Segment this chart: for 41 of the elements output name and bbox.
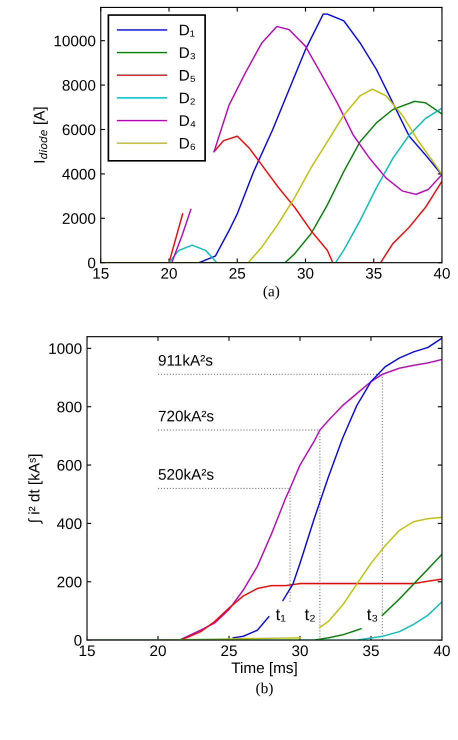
legend-label: D₄ [180, 115, 196, 128]
y-tick-label: 0 [88, 258, 96, 268]
x-tick-label: 25 [230, 268, 246, 279]
y-tick-label: 2000 [62, 213, 96, 224]
legend-label: D₂ [180, 92, 195, 105]
y-axis-title: ∫ i² dt [kAˢ] [28, 454, 43, 524]
y-tick-label: 10000 [54, 36, 96, 46]
annotation: 720kA²s [158, 410, 214, 422]
annotation: t₃ [367, 609, 378, 622]
x-tick-label: 35 [363, 645, 379, 656]
text: (b) [256, 682, 273, 696]
x-tick-label: 20 [161, 268, 177, 279]
y-tick-label: 8000 [62, 80, 96, 91]
legend-label: D₆ [180, 138, 196, 150]
annotation: t₂ [304, 609, 315, 622]
legend-label: D₃ [180, 47, 196, 60]
text: (a) [264, 286, 280, 300]
x-tick-label: 15 [80, 646, 95, 656]
x-axis-title: Time [ms] [232, 662, 297, 676]
y-tick-label: 400 [57, 518, 82, 530]
y-axis-title: I$_{diode}$ [A] [34, 107, 48, 162]
legend-label: D₅ [180, 70, 196, 82]
y-tick-label: 800 [57, 402, 82, 412]
x-tick-label: 25 [221, 645, 237, 656]
y-tick-label: 200 [57, 576, 82, 588]
x-tick-label: 15 [93, 268, 109, 279]
y-tick-label: 6000 [62, 124, 96, 136]
y-tick-label: 600 [57, 460, 82, 471]
x-tick-label: 40 [434, 645, 450, 656]
annotation: 520kA²s [158, 468, 214, 480]
x-tick-label: 40 [434, 268, 450, 279]
annotation: 911kA²s [158, 354, 212, 366]
x-tick-label: 20 [150, 645, 166, 656]
x-tick-label: 30 [298, 268, 314, 279]
y-tick-label: 1000 [49, 343, 82, 354]
legend-label: D₁ [180, 24, 194, 37]
x-tick-label: 35 [366, 268, 382, 279]
y-tick-label: 0 [74, 634, 82, 646]
annotation: t₁ [276, 609, 286, 622]
y-tick-label: 4000 [62, 168, 96, 180]
x-tick-label: 30 [292, 645, 308, 656]
